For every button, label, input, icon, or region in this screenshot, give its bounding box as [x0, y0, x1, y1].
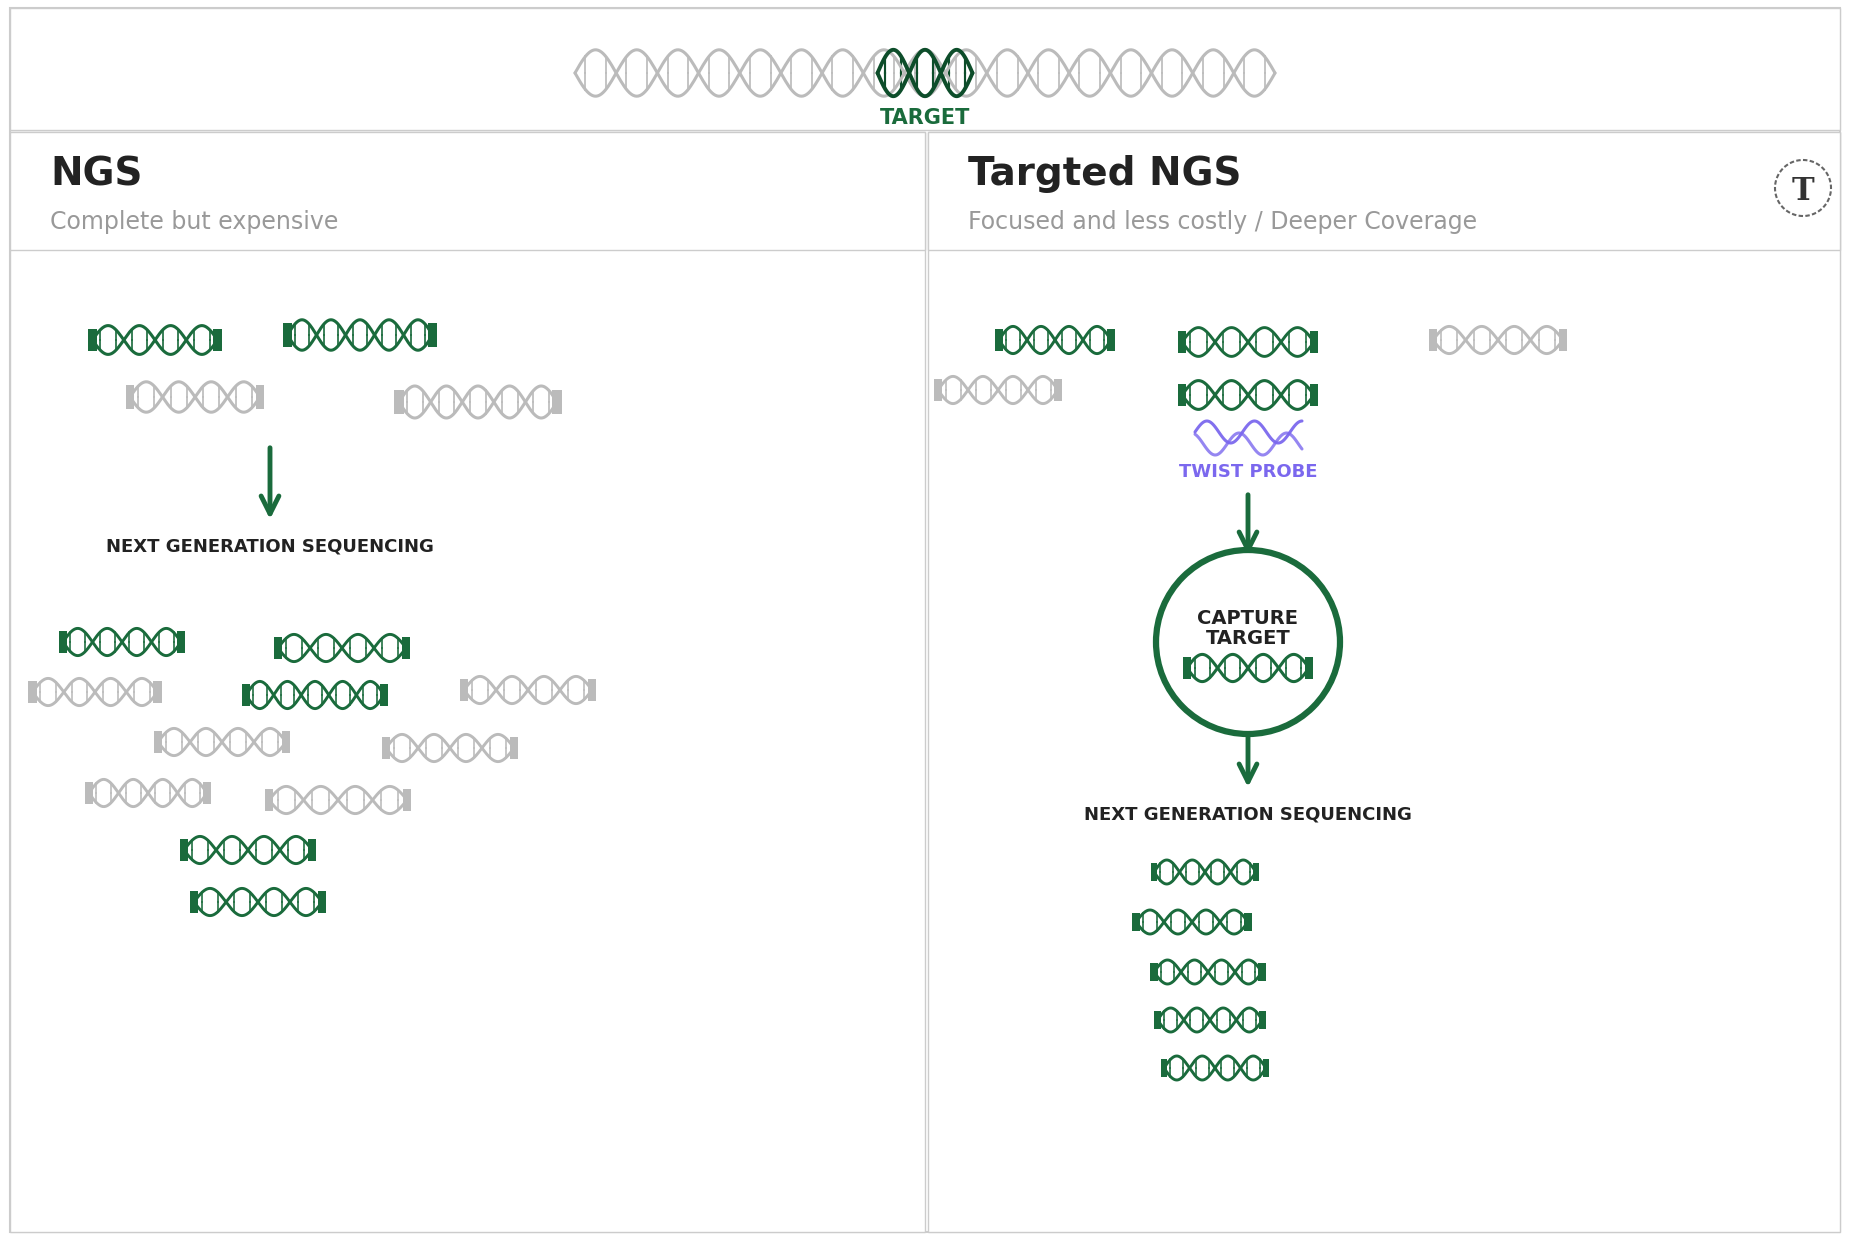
FancyBboxPatch shape: [1054, 379, 1062, 401]
FancyBboxPatch shape: [1245, 913, 1252, 931]
FancyBboxPatch shape: [511, 738, 518, 759]
FancyBboxPatch shape: [9, 7, 1841, 130]
FancyBboxPatch shape: [381, 738, 390, 759]
FancyBboxPatch shape: [28, 682, 37, 703]
FancyBboxPatch shape: [9, 7, 1841, 1233]
Text: TARGET: TARGET: [1206, 629, 1291, 647]
FancyBboxPatch shape: [126, 386, 135, 409]
FancyBboxPatch shape: [1264, 1059, 1269, 1078]
FancyBboxPatch shape: [401, 637, 411, 658]
FancyBboxPatch shape: [995, 330, 1003, 351]
FancyBboxPatch shape: [178, 631, 185, 652]
FancyBboxPatch shape: [265, 790, 274, 811]
Text: Focused and less costly / Deeper Coverage: Focused and less costly / Deeper Coverag…: [968, 210, 1476, 234]
Text: Targted NGS: Targted NGS: [968, 155, 1241, 193]
FancyBboxPatch shape: [929, 131, 1841, 1233]
FancyBboxPatch shape: [1182, 657, 1191, 678]
FancyBboxPatch shape: [255, 386, 265, 409]
FancyBboxPatch shape: [461, 680, 468, 701]
FancyBboxPatch shape: [1154, 1011, 1162, 1029]
Text: NGS: NGS: [50, 155, 142, 193]
FancyBboxPatch shape: [1151, 962, 1158, 981]
FancyBboxPatch shape: [154, 682, 161, 703]
Text: NEXT GENERATION SEQUENCING: NEXT GENERATION SEQUENCING: [105, 538, 435, 556]
FancyBboxPatch shape: [9, 131, 925, 1233]
FancyBboxPatch shape: [1304, 657, 1314, 678]
FancyBboxPatch shape: [1132, 913, 1140, 931]
Text: NEXT GENERATION SEQUENCING: NEXT GENERATION SEQUENCING: [1084, 806, 1412, 825]
FancyBboxPatch shape: [307, 839, 316, 861]
Text: TWIST PROBE: TWIST PROBE: [1178, 463, 1317, 481]
FancyBboxPatch shape: [274, 637, 283, 658]
FancyBboxPatch shape: [318, 892, 326, 913]
FancyBboxPatch shape: [1178, 331, 1186, 353]
FancyBboxPatch shape: [154, 732, 163, 753]
FancyBboxPatch shape: [1108, 330, 1116, 351]
FancyBboxPatch shape: [394, 389, 403, 414]
FancyBboxPatch shape: [1258, 962, 1265, 981]
FancyBboxPatch shape: [213, 329, 222, 351]
FancyBboxPatch shape: [1252, 863, 1260, 882]
FancyBboxPatch shape: [403, 790, 411, 811]
FancyBboxPatch shape: [1428, 330, 1437, 351]
FancyBboxPatch shape: [204, 782, 211, 804]
FancyBboxPatch shape: [1160, 1059, 1167, 1078]
FancyBboxPatch shape: [588, 680, 596, 701]
FancyBboxPatch shape: [191, 892, 198, 913]
FancyBboxPatch shape: [89, 329, 96, 351]
FancyBboxPatch shape: [934, 379, 942, 401]
FancyBboxPatch shape: [1260, 1011, 1265, 1029]
FancyBboxPatch shape: [929, 131, 1841, 250]
FancyBboxPatch shape: [1310, 384, 1319, 407]
FancyBboxPatch shape: [179, 839, 189, 861]
FancyBboxPatch shape: [9, 131, 925, 250]
FancyBboxPatch shape: [1178, 384, 1186, 407]
FancyBboxPatch shape: [85, 782, 92, 804]
FancyBboxPatch shape: [551, 389, 562, 414]
FancyBboxPatch shape: [242, 684, 250, 706]
FancyBboxPatch shape: [1151, 863, 1158, 882]
Text: TARGET: TARGET: [881, 108, 969, 128]
FancyBboxPatch shape: [379, 684, 388, 706]
Text: CAPTURE: CAPTURE: [1197, 609, 1299, 627]
FancyBboxPatch shape: [1560, 330, 1567, 351]
FancyBboxPatch shape: [283, 324, 292, 347]
FancyBboxPatch shape: [1310, 331, 1319, 353]
Text: Complete but expensive: Complete but expensive: [50, 210, 339, 234]
FancyBboxPatch shape: [427, 324, 437, 347]
FancyBboxPatch shape: [59, 631, 67, 652]
FancyBboxPatch shape: [281, 732, 290, 753]
Text: T: T: [1791, 176, 1815, 207]
